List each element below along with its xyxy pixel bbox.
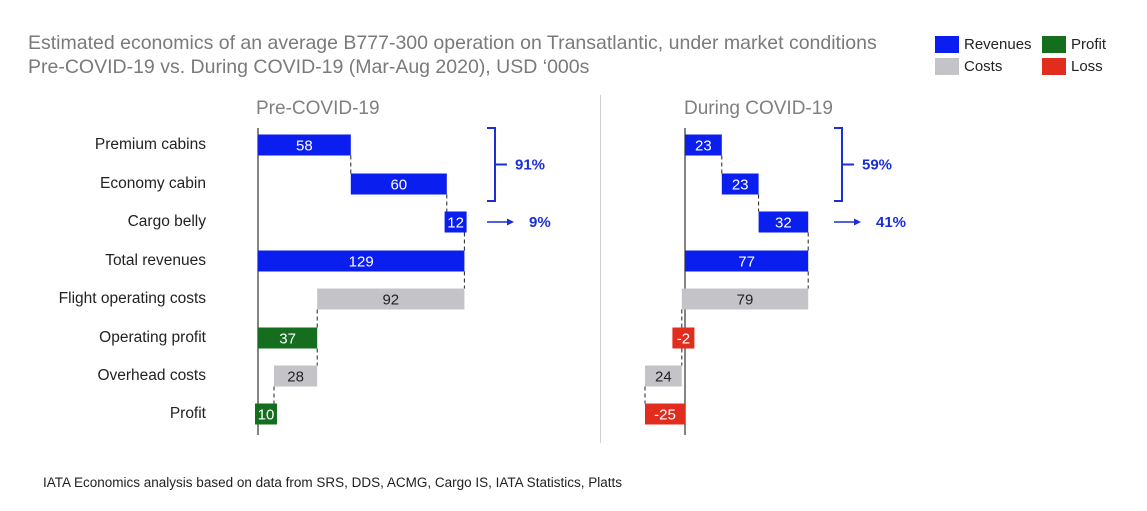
row-label-total-revenues: Total revenues: [105, 252, 206, 269]
data-label-during-covid-0: 23: [695, 138, 712, 155]
row-label-cargo-belly: Cargo belly: [127, 213, 206, 230]
bar-pre-covid-2: [444, 211, 467, 233]
row-label-economy-cabin: Economy cabin: [100, 175, 206, 192]
data-label-during-covid-7: -25: [654, 407, 676, 424]
legend-label-costs: Costs: [964, 58, 1003, 75]
share-label-during-covid-0: 59%: [862, 157, 892, 174]
bar-pre-covid-4: [317, 288, 465, 310]
data-label-pre-covid-6: 28: [287, 369, 304, 386]
bar-during-covid-1: [721, 173, 759, 195]
share-label-during-covid-1: 41%: [876, 214, 906, 231]
data-label-pre-covid-1: 60: [390, 177, 407, 194]
bar-pre-covid-0: [258, 134, 351, 156]
data-label-during-covid-1: 23: [732, 177, 749, 194]
share-label-pre-covid-1: 9%: [529, 214, 551, 231]
legend-item-loss: Loss: [1042, 58, 1103, 76]
data-label-during-covid-4: 79: [737, 292, 754, 309]
row-label-operating-profit: Operating profit: [99, 329, 206, 346]
row-label-premium-cabins: Premium cabins: [94, 136, 206, 153]
data-label-pre-covid-7: 10: [258, 407, 275, 424]
panel-divider: [600, 95, 601, 443]
data-label-during-covid-3: 77: [738, 254, 755, 271]
data-label-pre-covid-2: 12: [447, 215, 464, 232]
legend-label-revenues: Revenues: [964, 36, 1032, 53]
row-label-overhead-costs: Overhead costs: [97, 367, 206, 384]
bar-during-covid-6: [645, 365, 682, 387]
data-label-during-covid-6: 24: [655, 369, 672, 386]
bar-during-covid-3: [685, 250, 809, 272]
bar-pre-covid-5: [258, 327, 318, 349]
data-label-pre-covid-5: 37: [279, 331, 296, 348]
legend-swatch-profit: [1042, 36, 1066, 53]
bar-during-covid-0: [685, 134, 722, 156]
data-label-during-covid-2: 32: [775, 215, 792, 232]
data-label-pre-covid-3: 129: [349, 254, 374, 271]
legend-item-costs: Costs: [935, 58, 1002, 76]
source-note: IATA Economics analysis based on data fr…: [43, 475, 622, 490]
legend-label-loss: Loss: [1071, 58, 1103, 75]
data-label-pre-covid-0: 58: [296, 138, 313, 155]
bar-pre-covid-7: [255, 403, 277, 425]
bar-pre-covid-3: [258, 250, 465, 272]
bar-during-covid-5: [672, 327, 695, 349]
chart-title: Estimated economics of an average B777-3…: [28, 32, 877, 78]
data-label-during-covid-5: -2: [677, 331, 690, 348]
brace-pre-covid: [487, 127, 507, 202]
bar-pre-covid-6: [274, 365, 318, 387]
data-label-pre-covid-4: 92: [382, 292, 399, 309]
brace-during-covid: [834, 127, 854, 202]
legend-swatch-costs: [935, 58, 959, 75]
bar-during-covid-4: [681, 288, 809, 310]
legend-swatch-revenues: [935, 36, 959, 53]
arrow-head-icon: [507, 218, 514, 226]
bar-during-covid-7: [645, 403, 685, 425]
panel-title-pre-covid: Pre-COVID-19: [256, 98, 380, 119]
legend-swatch-loss: [1042, 58, 1066, 75]
row-label-flight-operating-costs: Flight operating costs: [58, 290, 206, 307]
legend-label-profit: Profit: [1071, 36, 1107, 53]
bar-pre-covid-1: [350, 173, 447, 195]
panel-title-during-covid: During COVID-19: [684, 98, 833, 119]
share-label-pre-covid-0: 91%: [515, 157, 545, 174]
legend-item-profit: Profit: [1042, 36, 1106, 54]
legend-item-revenues: Revenues: [935, 36, 1032, 54]
row-label-profit: Profit: [169, 405, 206, 422]
bar-during-covid-2: [758, 211, 809, 233]
arrow-head-icon: [854, 218, 861, 226]
